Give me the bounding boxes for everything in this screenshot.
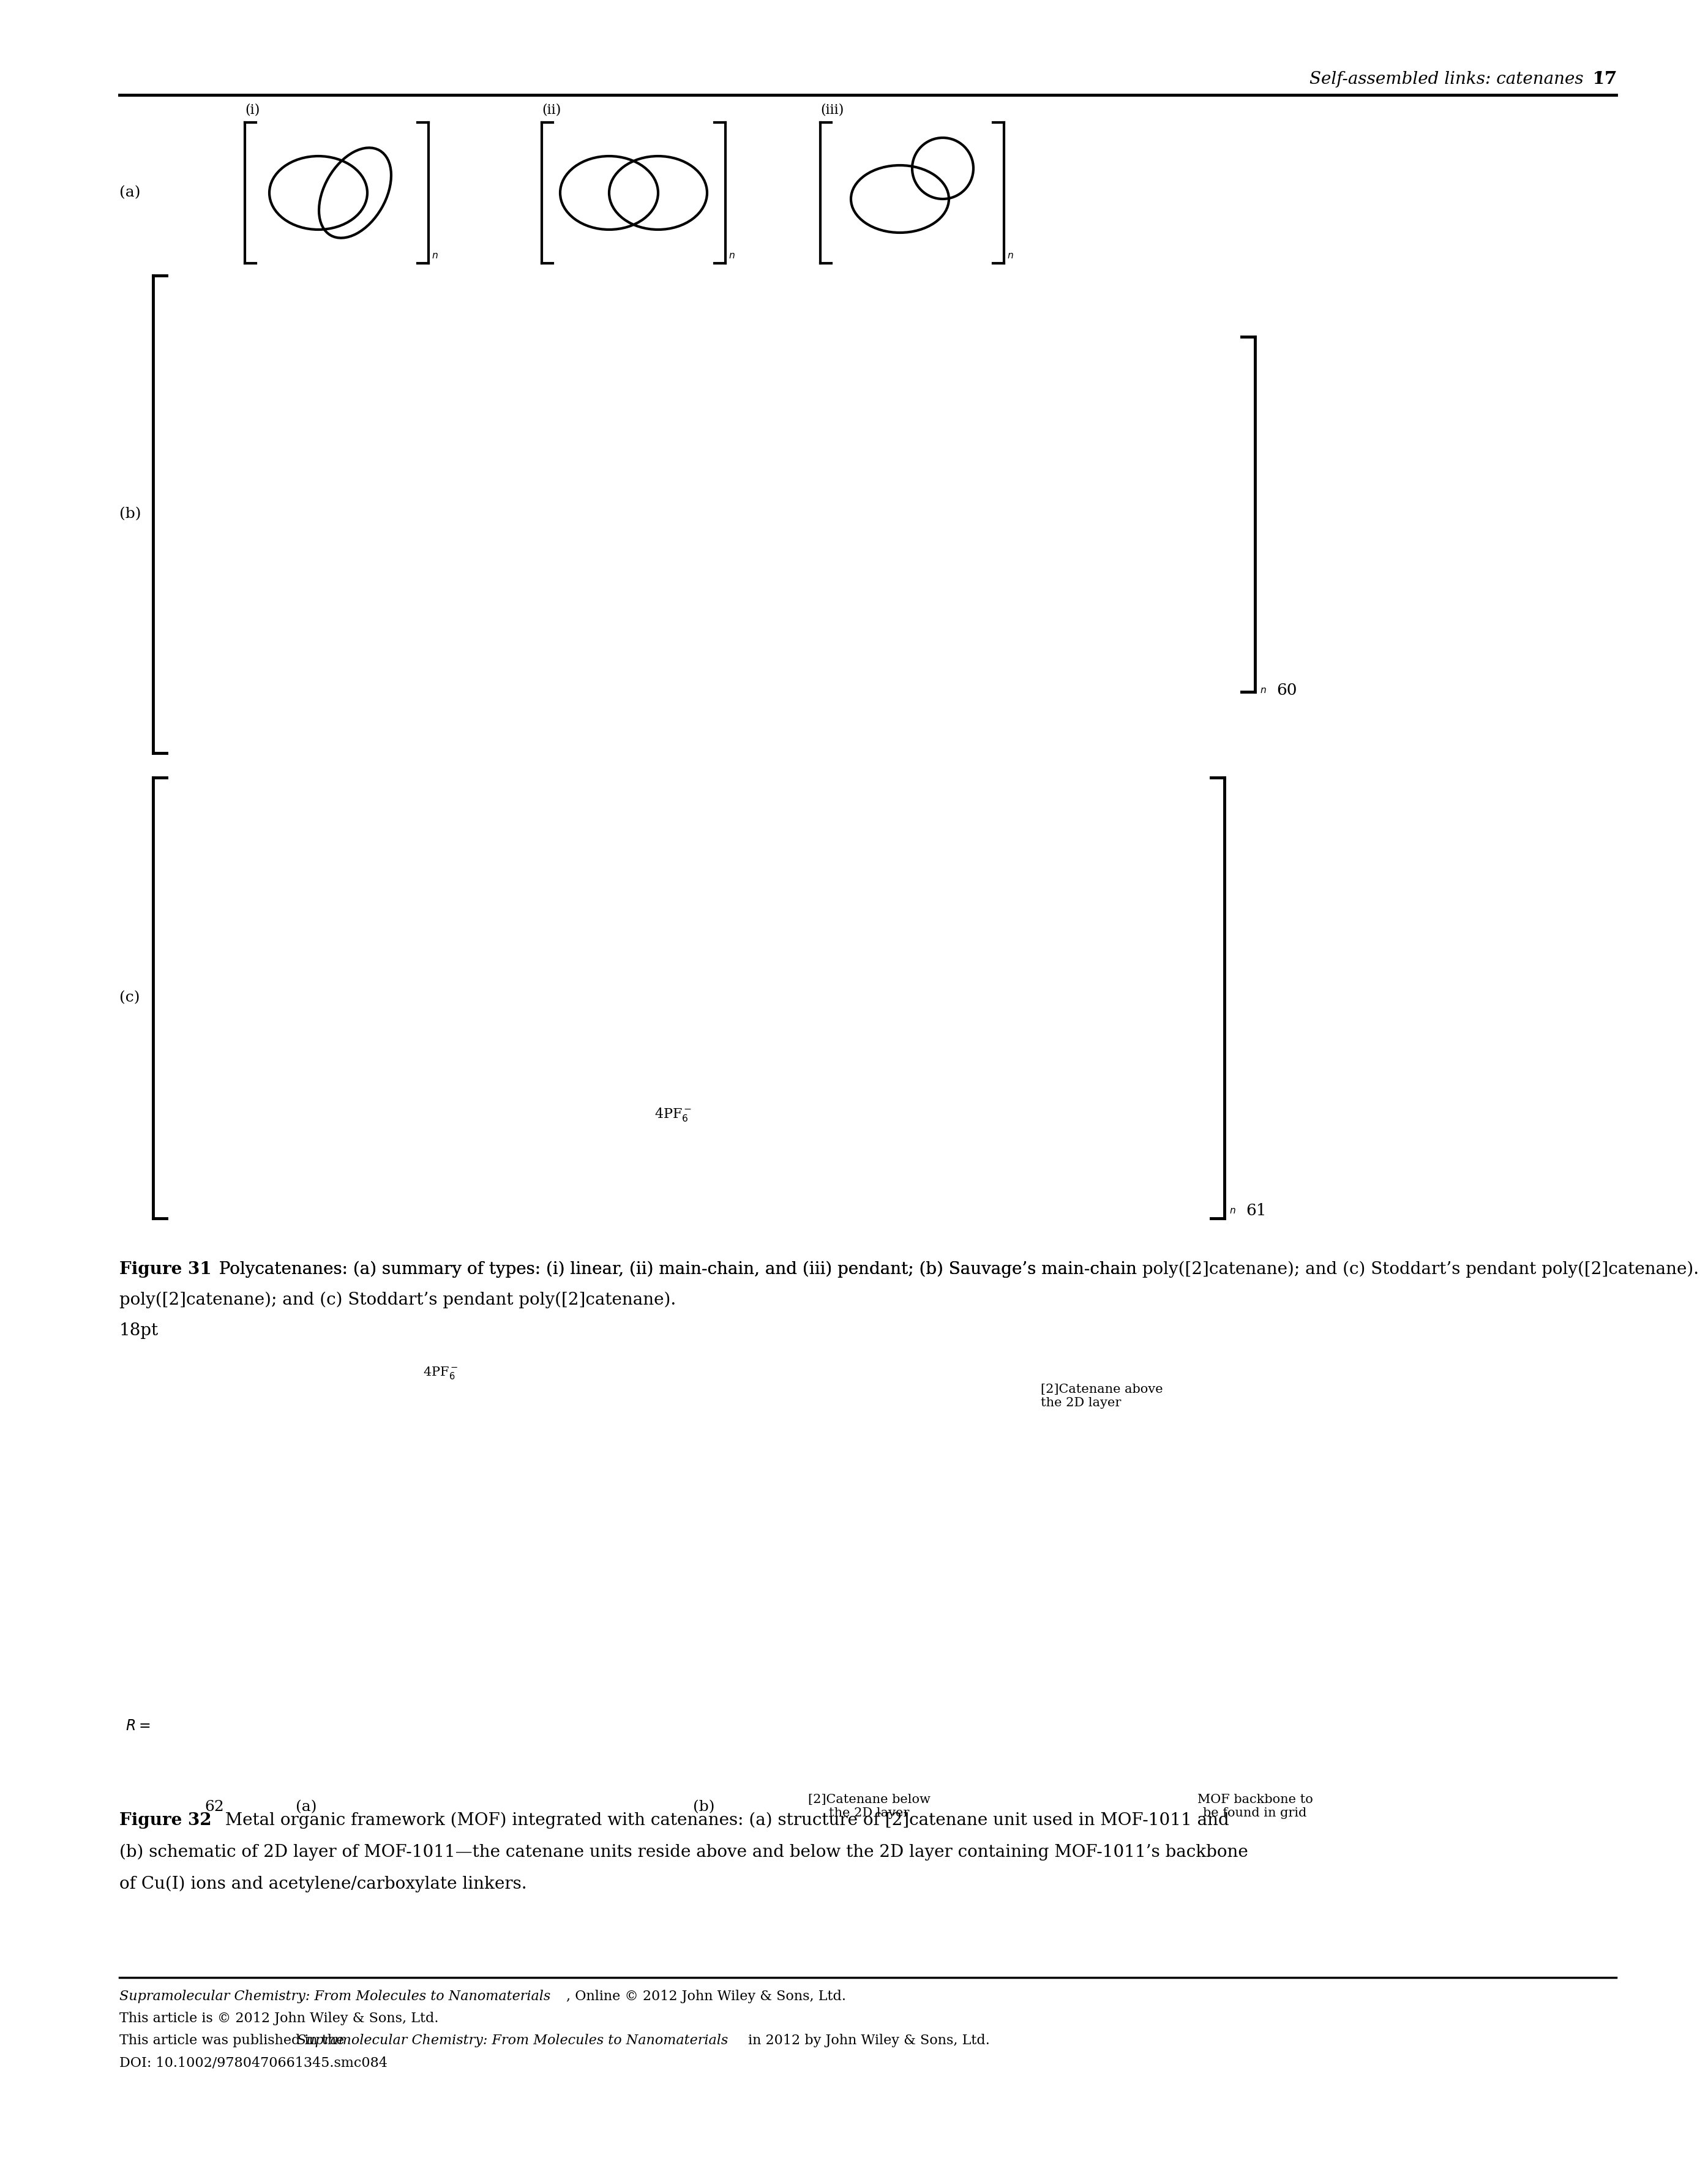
Text: This article was published in the: This article was published in the (120, 2033, 348, 2048)
Text: (b): (b) (693, 1800, 716, 1815)
Text: Supramolecular Chemistry: From Molecules to Nanomaterials: Supramolecular Chemistry: From Molecules… (297, 2033, 728, 2048)
Text: 61: 61 (1245, 1203, 1266, 1218)
Text: This article is © 2012 John Wiley & Sons, Ltd.: This article is © 2012 John Wiley & Sons… (120, 2012, 439, 2025)
Text: Figure 32: Figure 32 (120, 1813, 212, 1828)
Text: in 2012 by John Wiley & Sons, Ltd.: in 2012 by John Wiley & Sons, Ltd. (743, 2033, 991, 2048)
Text: $_n$: $_n$ (1008, 247, 1015, 260)
Text: (b) schematic of 2D layer of MOF-1011—the catenane units reside above and below : (b) schematic of 2D layer of MOF-1011—th… (120, 1845, 1249, 1860)
Text: $_n$: $_n$ (1230, 1203, 1237, 1216)
Text: $_n$: $_n$ (432, 247, 439, 260)
Text: $_n$: $_n$ (1261, 681, 1267, 694)
Text: Figure 31: Figure 31 (120, 1261, 212, 1278)
Text: (c): (c) (120, 991, 140, 1006)
Text: (b): (b) (120, 508, 142, 521)
Text: MOF backbone to
be found in grid: MOF backbone to be found in grid (1197, 1793, 1313, 1819)
Text: DOI: 10.1002/9780470661345.smc084: DOI: 10.1002/9780470661345.smc084 (120, 2055, 388, 2070)
Text: 60: 60 (1276, 684, 1296, 699)
Text: (i): (i) (244, 104, 260, 117)
Text: 17: 17 (1351, 71, 1616, 87)
Text: Polycatenanes: (a) summary of types: (i) linear, (ii) main-chain, and (iii) pend: Polycatenanes: (a) summary of types: (i)… (208, 1261, 1138, 1278)
Text: (a): (a) (120, 186, 140, 199)
Text: Supramolecular Chemistry: From Molecules to Nanomaterials: Supramolecular Chemistry: From Molecules… (120, 1990, 550, 2003)
Text: (a): (a) (295, 1800, 316, 1815)
Text: $R=$: $R=$ (125, 1720, 150, 1733)
Text: poly([2]catenane); and (c) Stoddart’s pendant poly([2]catenane).: poly([2]catenane); and (c) Stoddart’s pe… (120, 1291, 676, 1309)
Text: of Cu(I) ions and acetylene/carboxylate linkers.: of Cu(I) ions and acetylene/carboxylate … (120, 1875, 526, 1893)
Text: (ii): (ii) (541, 104, 560, 117)
Text: Polycatenanes: (a) summary of types: (i) linear, (ii) main-chain, and (iii) pend: Polycatenanes: (a) summary of types: (i)… (208, 1261, 1699, 1278)
Text: Self-assembled links: catenanes  17: Self-assembled links: catenanes 17 (1310, 71, 1616, 87)
Text: 62: 62 (205, 1800, 224, 1815)
Text: [2]Catenane below
the 2D layer: [2]Catenane below the 2D layer (808, 1793, 931, 1819)
Text: 4PF$_6^-$: 4PF$_6^-$ (424, 1365, 458, 1380)
Text: 4PF$_6^-$: 4PF$_6^-$ (654, 1105, 692, 1123)
Text: , Online © 2012 John Wiley & Sons, Ltd.: , Online © 2012 John Wiley & Sons, Ltd. (567, 1990, 845, 2003)
Text: $_n$: $_n$ (729, 247, 734, 260)
Text: (iii): (iii) (820, 104, 844, 117)
Text: 18pt: 18pt (120, 1322, 159, 1339)
Text: Metal organic framework (MOF) integrated with catenanes: (a) structure of [2]cat: Metal organic framework (MOF) integrated… (214, 1813, 1230, 1830)
Text: [2]Catenane above
the 2D layer: [2]Catenane above the 2D layer (1040, 1384, 1163, 1408)
